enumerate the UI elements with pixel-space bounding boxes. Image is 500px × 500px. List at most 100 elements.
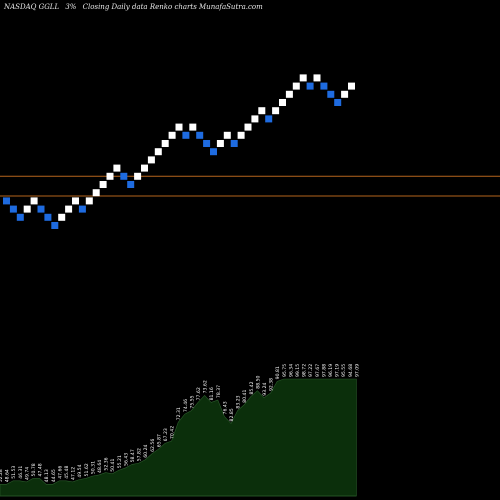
renko-brick-down <box>230 140 238 147</box>
renko-brick-down <box>127 181 135 188</box>
renko-brick-up <box>154 148 162 156</box>
chart-header: NASDAQ GGLL 3% Closing Daily data Renko … <box>3 3 263 11</box>
volume-label: 88.50 <box>255 375 261 388</box>
volume-label: 95.55 <box>341 364 347 377</box>
renko-brick-down <box>182 131 190 139</box>
renko-brick-down <box>327 90 335 98</box>
renko-brick-down <box>210 148 217 156</box>
renko-brick-down <box>44 213 52 221</box>
volume-label: 45.48 <box>64 466 70 479</box>
renko-brick-down <box>3 197 10 205</box>
volume-label: 97.19 <box>335 364 341 377</box>
volume-label: 50.78 <box>31 463 37 476</box>
volume-label: 81.16 <box>209 387 215 400</box>
volume-label: 75.55 <box>189 395 195 408</box>
volume-label: 97.09 <box>354 364 360 377</box>
volume-label: 85.42 <box>249 381 255 394</box>
renko-brick-down <box>16 213 24 221</box>
renko-brick-up <box>313 74 321 82</box>
volume-label: 98.72 <box>302 364 308 377</box>
renko-brick-down <box>265 115 273 123</box>
volume-label: 48.64 <box>5 469 11 482</box>
volume-label: 47.48 <box>38 463 44 476</box>
renko-brick-down <box>203 140 211 147</box>
volume-label: 73.62 <box>203 380 209 393</box>
renko-brick-up <box>216 140 224 147</box>
volume-label: 82.85 <box>229 408 235 421</box>
header-change: 3% <box>65 3 76 11</box>
renko-brick-down <box>78 205 86 213</box>
volume-label: 48.64 <box>97 460 103 473</box>
volume-label: 56.43 <box>123 453 129 466</box>
volume-label: 49.54 <box>77 464 83 477</box>
volume-label: 95.75 <box>282 364 288 377</box>
renko-brick-up <box>272 107 280 115</box>
volume-label: 72.31 <box>176 407 182 420</box>
renko-brick-up <box>99 181 107 188</box>
renko-brick-down <box>306 82 314 90</box>
volume-label: 62.56 <box>150 439 156 452</box>
renko-brick-up <box>23 205 31 213</box>
volume-label: 51.62 <box>84 463 90 476</box>
volume-label: 93.24 <box>262 382 268 395</box>
renko-bricks <box>3 74 355 229</box>
volume-label: 70.42 <box>170 426 176 439</box>
renko-brick-up <box>72 197 79 205</box>
volume-label: 99.15 <box>295 364 301 377</box>
volume-labels: 52.28 48.64 51.53 46.31 49.74 50.78 47.48 48.13… <box>0 364 360 483</box>
renko-brick-up <box>92 189 100 197</box>
header-description: Closing Daily data Renko charts MunafaSu… <box>83 3 263 11</box>
volume-label: 49.74 <box>24 467 30 480</box>
renko-brick-up <box>175 123 183 131</box>
renko-brick-up <box>85 197 93 205</box>
volume-label: 55.21 <box>117 455 123 468</box>
volume-label: 97.22 <box>308 364 314 377</box>
volume-label: 80.41 <box>242 390 248 403</box>
volume-label: 76.43 <box>222 401 228 414</box>
renko-brick-up <box>285 90 293 98</box>
volume-area <box>0 378 357 497</box>
renko-brick-up <box>189 123 197 131</box>
volume-label: 78.37 <box>216 385 222 398</box>
header-symbol: NASDAQ GGLL <box>3 3 59 11</box>
volume-label: 65.87 <box>156 434 162 447</box>
volume-label: 83.23 <box>236 395 242 408</box>
volume-label: 97.67 <box>315 364 321 377</box>
volume-label: 50.41 <box>110 459 116 472</box>
renko-brick-up <box>237 131 245 139</box>
volume-label: 46.31 <box>18 466 24 479</box>
volume-label: 52.36 <box>104 457 110 470</box>
renko-brick-up <box>279 99 286 106</box>
volume-label: 90.81 <box>275 366 281 379</box>
volume-panel <box>0 378 357 497</box>
renko-brick-up <box>292 82 300 90</box>
volume-label: 48.13 <box>44 469 50 482</box>
renko-brick-up <box>348 82 355 90</box>
renko-brick-up <box>113 164 121 172</box>
renko-brick-up <box>341 90 349 98</box>
renko-brick-down <box>334 99 342 106</box>
volume-label: 50.31 <box>90 461 96 474</box>
renko-brick-down <box>120 172 128 180</box>
volume-label: 60.24 <box>143 445 149 458</box>
renko-brick-up <box>106 172 114 180</box>
renko-brick-down <box>51 222 59 229</box>
volume-label: 96.19 <box>328 364 334 377</box>
volume-label: 92.38 <box>269 378 275 391</box>
volume-label: 47.66 <box>57 466 63 479</box>
volume-label: 97.88 <box>321 364 327 377</box>
volume-label: 58.47 <box>130 449 136 462</box>
renko-brick-up <box>161 140 169 147</box>
volume-label: 44.65 <box>51 469 57 482</box>
renko-brick-down <box>196 131 204 139</box>
renko-brick-down <box>9 205 17 213</box>
volume-label: 77.62 <box>196 387 202 400</box>
renko-brick-up <box>168 131 176 139</box>
renko-brick-down <box>37 205 45 213</box>
renko-brick-up <box>147 156 155 164</box>
volume-label: 94.68 <box>348 364 354 377</box>
renko-brick-up <box>244 123 252 131</box>
renko-brick-up <box>58 213 66 221</box>
volume-label: 51.53 <box>11 466 17 479</box>
volume-label: 96.34 <box>288 364 294 377</box>
